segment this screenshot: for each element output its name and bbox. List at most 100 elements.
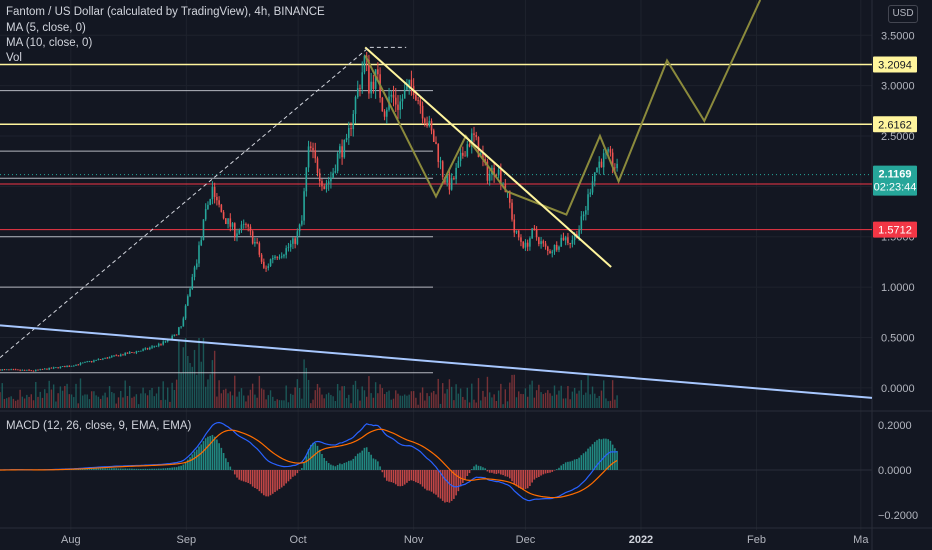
macd-histogram-bar — [455, 470, 457, 496]
volume-bar — [166, 387, 169, 408]
candle-body — [419, 100, 422, 106]
macd-histogram-bar — [178, 466, 180, 470]
macd-histogram-bar — [115, 468, 118, 470]
candle-body — [341, 146, 343, 158]
candle-body — [426, 122, 428, 127]
candle-body — [193, 267, 196, 278]
volume-bar — [488, 392, 491, 408]
volume-bar — [6, 398, 8, 408]
volume-bar — [274, 400, 276, 408]
volume-bar — [10, 396, 12, 408]
currency-badge[interactable]: USD — [888, 5, 918, 23]
volume-bar — [84, 394, 86, 408]
volume-bar — [272, 396, 274, 408]
legend-vol[interactable]: Vol — [6, 52, 22, 64]
macd-histogram-bar — [316, 445, 319, 470]
candle-body — [133, 352, 135, 354]
candle-body — [227, 218, 229, 225]
macd-histogram-bar — [383, 470, 386, 478]
volume-bar — [323, 398, 325, 408]
macd-histogram-bar — [542, 470, 545, 475]
macd-histogram-bar — [182, 464, 185, 470]
volume-bar — [339, 390, 341, 408]
macd-histogram-bar — [511, 470, 513, 482]
macd-histogram-bar — [598, 438, 601, 470]
macd-histogram-bar — [602, 438, 605, 470]
volume-bar — [260, 388, 263, 408]
macd-histogram-bar — [462, 470, 464, 483]
candle-body — [220, 204, 223, 213]
candle-body — [296, 231, 299, 244]
volume-bar — [285, 385, 287, 408]
volume-bar — [616, 395, 618, 408]
macd-histogram-bar — [397, 470, 399, 487]
macd-histogram-bar — [368, 451, 370, 470]
volume-bar — [390, 399, 392, 408]
volume-bar — [1, 383, 3, 408]
macd-histogram-bar — [495, 470, 498, 474]
macd-histogram-bar — [276, 470, 279, 491]
candle-body — [137, 351, 140, 353]
macd-histogram-bar — [113, 468, 115, 470]
volume-bar — [236, 396, 238, 408]
macd-histogram-bar — [124, 468, 127, 470]
macd-histogram-bar — [247, 470, 249, 483]
volume-bar — [312, 399, 314, 408]
volume-bar — [44, 389, 46, 408]
volume-bar — [175, 379, 178, 408]
macd-histogram-bar — [289, 470, 292, 480]
price-tick-label: 3.5000 — [881, 30, 915, 42]
volume-bar — [26, 394, 28, 408]
volume-bar — [426, 393, 428, 408]
candle-body — [538, 237, 540, 245]
candle-body — [321, 181, 323, 187]
volume-bar — [307, 379, 310, 408]
volume-bar — [41, 397, 44, 408]
macd-line — [0, 421, 618, 502]
candle-body — [582, 214, 585, 217]
volume-bar — [135, 394, 138, 408]
candle-body — [383, 111, 386, 117]
macd-histogram-bar — [184, 462, 187, 470]
macd-histogram-bar — [580, 455, 583, 470]
macd-histogram-bar — [222, 453, 225, 470]
level-price-tag-label: 2.6162 — [878, 119, 912, 131]
candle-body — [26, 369, 28, 371]
resistance-trend-line — [364, 46, 612, 268]
candle-body — [488, 174, 491, 181]
volume-bar — [466, 387, 469, 408]
candle-body — [348, 128, 350, 138]
macd-histogram-bar — [225, 458, 227, 470]
candle-body — [10, 369, 12, 371]
candle-body — [330, 177, 332, 182]
volume-bar — [569, 399, 571, 408]
candle-body — [245, 224, 247, 225]
volume-bar — [435, 394, 437, 408]
volume-bar — [37, 396, 39, 408]
candle-body — [450, 178, 453, 190]
volume-bar — [598, 396, 600, 408]
legend-ma10[interactable]: MA (10, close, 0) — [6, 37, 93, 49]
candle-body — [102, 358, 104, 360]
time-tick-label: Oct — [290, 534, 307, 546]
volume-bar — [529, 384, 531, 408]
volume-bar — [70, 394, 73, 408]
macd-histogram-bar — [345, 462, 348, 470]
candle-body — [515, 230, 518, 233]
macd-histogram-bar — [166, 467, 169, 470]
volume-bar — [79, 378, 82, 408]
candle-body — [332, 172, 334, 178]
candle-body — [303, 191, 305, 221]
macd-histogram-bar — [401, 470, 404, 486]
macd-legend[interactable]: MACD (12, 26, close, 9, EMA, EMA) — [6, 420, 192, 432]
volume-bar — [93, 391, 95, 408]
macd-histogram-bar — [497, 470, 500, 474]
macd-histogram-bar — [596, 440, 598, 470]
legend-ma5[interactable]: MA (5, close, 0) — [6, 22, 86, 34]
volume-bar — [211, 360, 214, 408]
volume-bar — [609, 400, 612, 408]
macd-histogram-bar — [453, 470, 455, 499]
volume-bar — [533, 397, 536, 408]
macd-histogram-bar — [394, 470, 397, 485]
